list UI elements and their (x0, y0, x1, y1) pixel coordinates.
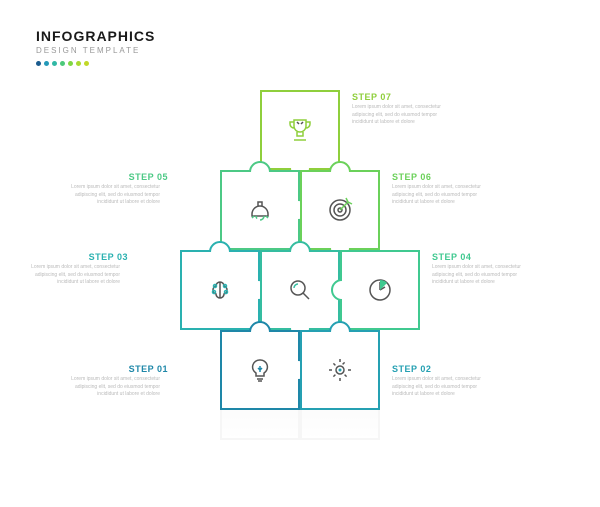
clock-icon (364, 274, 396, 306)
puzzle-p6 (300, 170, 380, 250)
step-06-label: STEP 06 (392, 172, 431, 182)
step-01-text: Lorem ipsum dolor sit amet, consectetur … (70, 376, 160, 399)
step-04-label: STEP 04 (432, 252, 471, 262)
header: INFOGRAPHICS DESIGN TEMPLATE (36, 28, 155, 66)
gear-icon (324, 354, 356, 386)
step-07-text: Lorem ipsum dolor sit amet, consectetur … (352, 104, 442, 127)
step-04-text: Lorem ipsum dolor sit amet, consectetur … (432, 264, 522, 287)
step-02-text: Lorem ipsum dolor sit amet, consectetur … (392, 376, 482, 399)
step-07-label: STEP 07 (352, 92, 391, 102)
helmet-icon (244, 194, 276, 226)
subtitle: DESIGN TEMPLATE (36, 46, 155, 55)
puzzle-p2 (300, 330, 380, 410)
step-03-label: STEP 03 (38, 252, 128, 262)
step-05-text: Lorem ipsum dolor sit amet, consectetur … (70, 184, 160, 207)
color-dots (36, 61, 155, 66)
reflection (220, 410, 300, 440)
bulb-icon (244, 354, 276, 386)
step-05-label: STEP 05 (78, 172, 168, 182)
reflection (300, 410, 380, 440)
trophy-icon (284, 114, 316, 146)
puzzle-p3 (180, 250, 260, 330)
puzzle-p1 (220, 330, 300, 410)
target-icon (324, 194, 356, 226)
step-03-text: Lorem ipsum dolor sit amet, consectetur … (30, 264, 120, 287)
puzzle-p7 (260, 90, 340, 170)
title: INFOGRAPHICS (36, 28, 155, 44)
search-icon (284, 274, 316, 306)
puzzle-pc (260, 250, 340, 330)
brain-icon (204, 274, 236, 306)
puzzle-p4 (340, 250, 420, 330)
step-01-label: STEP 01 (78, 364, 168, 374)
puzzle-p5 (220, 170, 300, 250)
step-06-text: Lorem ipsum dolor sit amet, consectetur … (392, 184, 482, 207)
step-02-label: STEP 02 (392, 364, 431, 374)
